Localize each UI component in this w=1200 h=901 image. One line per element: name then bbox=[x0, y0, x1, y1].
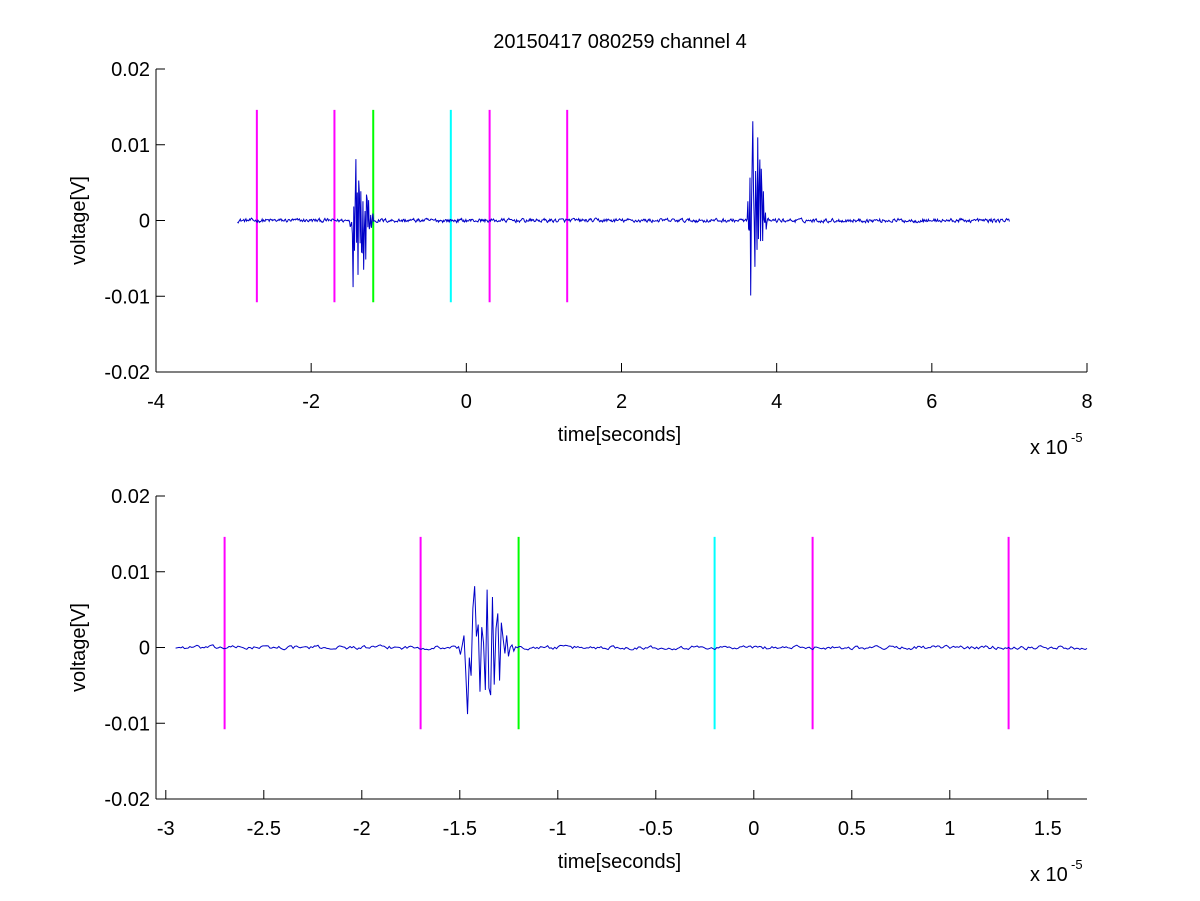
bottom-y-tick-label: 0.02 bbox=[111, 486, 150, 508]
top-x-tick-label: 4 bbox=[771, 391, 782, 413]
bottom-x-tick-label: -1.5 bbox=[443, 818, 477, 840]
top-y-tick-label: 0.02 bbox=[111, 59, 150, 81]
bottom-x-tick-label: -0.5 bbox=[639, 818, 673, 840]
bottom-x-exponent-label: x 10 bbox=[1030, 864, 1068, 886]
figure-title: 20150417 080259 channel 4 bbox=[493, 31, 747, 53]
top-x-axis-label: time[seconds] bbox=[558, 424, 681, 446]
bottom-x-tick-label: -2.5 bbox=[247, 818, 281, 840]
top-y-tick-label: -0.01 bbox=[104, 286, 150, 308]
top-y-tick-label: 0 bbox=[139, 211, 150, 233]
bottom-y-tick-label: 0.01 bbox=[111, 562, 150, 584]
top-y-axis-label: voltage[V] bbox=[68, 176, 90, 265]
bottom-x-tick-label: 1 bbox=[944, 818, 955, 840]
top-y-tick-label: 0.01 bbox=[111, 135, 150, 157]
bottom-x-axis-label: time[seconds] bbox=[558, 851, 681, 873]
bottom-y-tick-label: -0.01 bbox=[104, 713, 150, 735]
top-x-tick-label: 2 bbox=[616, 391, 627, 413]
bottom-x-tick-label: 1.5 bbox=[1034, 818, 1062, 840]
top-x-exponent: -5 bbox=[1071, 430, 1083, 445]
top-x-tick-label: -2 bbox=[302, 391, 320, 413]
bottom-y-tick-label: -0.02 bbox=[104, 789, 150, 811]
top-x-exponent-label: x 10 bbox=[1030, 437, 1068, 459]
bottom-x-tick-label: -3 bbox=[157, 818, 175, 840]
bottom-signal-trace bbox=[175, 586, 1088, 715]
top-signal-trace bbox=[237, 121, 1010, 296]
bottom-plot: 0.02 0.01 0 -0.01 -0.02 -3 -2.5 -2 -1.5 -1 -0.5 0 0.… bbox=[68, 486, 1088, 886]
top-x-tick-label: 6 bbox=[926, 391, 937, 413]
bottom-x-exponent: -5 bbox=[1071, 857, 1083, 872]
top-plot: 0.02 0.01 0 -0.01 -0.02 -4 -2 0 2 4 6 8 time[seconds… bbox=[68, 59, 1093, 459]
bottom-y-tick-label: 0 bbox=[139, 638, 150, 660]
top-x-tick-label: -4 bbox=[147, 391, 165, 413]
top-x-tick-label: 8 bbox=[1081, 391, 1092, 413]
bottom-x-tick-label: 0 bbox=[748, 818, 759, 840]
bottom-x-tick-label: -2 bbox=[353, 818, 371, 840]
bottom-y-axis-label: voltage[V] bbox=[68, 603, 90, 692]
bottom-x-tick-label: -1 bbox=[549, 818, 567, 840]
bottom-x-tick-label: 0.5 bbox=[838, 818, 866, 840]
top-y-tick-label: -0.02 bbox=[104, 362, 150, 384]
top-x-tick-label: 0 bbox=[461, 391, 472, 413]
